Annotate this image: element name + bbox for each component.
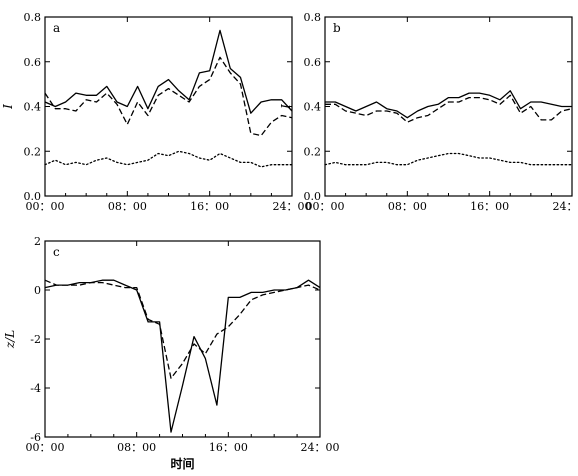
x-tick-label: 16：00 [190,200,229,213]
series-line-solid [325,90,572,119]
series-line-solid [44,29,293,114]
x-tick-label: 08：00 [117,441,156,454]
plot-frame [44,240,321,438]
panel-a: 0.0 0.2 0.4 0.6 0.8 00：00 08：00 16：00 24：00 a I [1,11,312,213]
series-line-solid [44,279,321,433]
x-tick-label: 24：00 [553,200,578,213]
x-tick-label: 16：00 [470,200,509,213]
plot-frame [324,16,573,197]
x-tick-label: 24：00 [273,200,312,213]
y-tick-label: 0 [34,284,41,297]
y-tick-label: 0.4 [304,101,322,114]
y-tick-label: 0.8 [24,11,42,24]
y-tick-label: 0.0 [304,190,322,203]
y-tick-label: 0.2 [304,145,322,158]
y-tick-label: -6 [30,431,41,444]
y-tick-label: -2 [30,333,41,346]
x-tick-label: 24：00 [301,441,340,454]
series-line-dashed [44,56,293,137]
panel-c: -6 -4 -2 0 2 00：00 08：00 16：00 24：00 c z/L 时间 [3,235,340,471]
y-tick-label: 0.2 [24,145,42,158]
x-tick-label: 16：00 [209,441,248,454]
y-tick-label: 0.6 [304,56,322,69]
panel-b: 0.0 0.2 0.4 0.6 0.8 00：00 08：00 16：00 24：00 b I [279,11,578,213]
x-tick-label: 00：00 [26,441,65,454]
x-tick-label: 08：00 [388,200,427,213]
y-tick-label: 0.0 [24,190,42,203]
x-tick-label: 00：00 [26,200,65,213]
panel-label: a [53,21,60,35]
y-axis-label: I [1,104,15,110]
plot-frame [44,16,293,197]
y-tick-label: 0.4 [24,101,42,114]
y-axis-label: I [279,104,293,110]
panel-label: c [53,245,60,259]
y-axis-label: z/L [3,330,17,349]
y-tick-label: -4 [30,382,41,395]
y-tick-label: 0.8 [304,11,322,24]
series-line-dotted [324,152,573,166]
y-tick-label: 2 [34,235,41,248]
x-tick-label: 08：00 [108,200,147,213]
x-tick-label: 00：00 [306,200,345,213]
x-axis-label: 时间 [170,456,194,471]
series-line-dotted [44,150,293,168]
series-line-dashed [325,94,573,123]
y-tick-label: 0.6 [24,56,42,69]
panel-label: b [333,21,341,35]
series-line-dashed [44,279,321,379]
